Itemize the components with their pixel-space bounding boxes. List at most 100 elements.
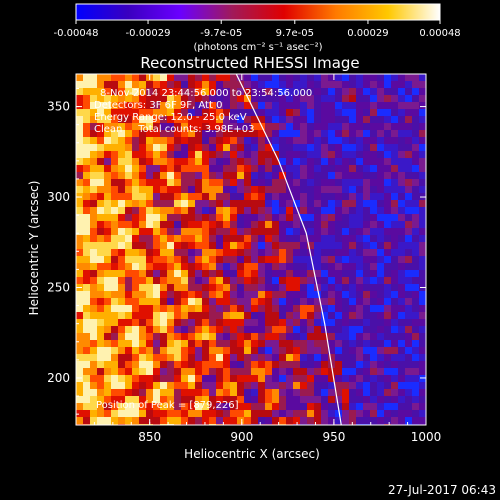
heatmap-cell bbox=[286, 347, 293, 354]
heatmap-cell bbox=[230, 214, 237, 221]
heatmap-cell bbox=[209, 256, 216, 263]
heatmap-cell bbox=[174, 333, 181, 340]
heatmap-cell bbox=[167, 165, 174, 172]
heatmap-cell bbox=[111, 347, 118, 354]
heatmap-cell bbox=[342, 396, 349, 403]
heatmap-cell bbox=[97, 109, 104, 116]
heatmap-cell bbox=[286, 312, 293, 319]
heatmap-cell bbox=[384, 228, 391, 235]
heatmap-cell bbox=[258, 109, 265, 116]
heatmap-cell bbox=[349, 172, 356, 179]
heatmap-cell bbox=[328, 298, 335, 305]
heatmap-cell bbox=[419, 186, 426, 193]
heatmap-cell bbox=[195, 347, 202, 354]
heatmap-cell bbox=[153, 235, 160, 242]
heatmap-cell bbox=[188, 116, 195, 123]
heatmap-cell bbox=[398, 137, 405, 144]
heatmap-cell bbox=[188, 186, 195, 193]
heatmap-cell bbox=[419, 270, 426, 277]
heatmap-cell bbox=[174, 277, 181, 284]
heatmap-cell bbox=[118, 270, 125, 277]
heatmap-cell bbox=[118, 228, 125, 235]
heatmap-cell bbox=[146, 235, 153, 242]
heatmap-cell bbox=[377, 158, 384, 165]
heatmap-cell bbox=[391, 242, 398, 249]
heatmap-cell bbox=[223, 235, 230, 242]
heatmap-cell bbox=[237, 242, 244, 249]
heatmap-cell bbox=[363, 263, 370, 270]
heatmap-cell bbox=[104, 144, 111, 151]
heatmap-cell bbox=[223, 375, 230, 382]
heatmap-cell bbox=[111, 116, 118, 123]
heatmap-cell bbox=[377, 249, 384, 256]
heatmap-cell bbox=[293, 319, 300, 326]
heatmap-cell bbox=[202, 165, 209, 172]
heatmap-cell bbox=[160, 333, 167, 340]
heatmap-cell bbox=[118, 200, 125, 207]
heatmap-cell bbox=[139, 186, 146, 193]
heatmap-cell bbox=[265, 417, 272, 424]
heatmap-cell bbox=[153, 312, 160, 319]
heatmap-cell bbox=[104, 74, 111, 81]
heatmap-cell bbox=[349, 270, 356, 277]
heatmap-cell bbox=[405, 298, 412, 305]
heatmap-cell bbox=[83, 417, 90, 424]
heatmap-cell bbox=[174, 340, 181, 347]
heatmap-cell bbox=[146, 228, 153, 235]
heatmap-cell bbox=[398, 270, 405, 277]
heatmap-cell bbox=[363, 284, 370, 291]
heatmap-cell bbox=[97, 179, 104, 186]
heatmap-cell bbox=[160, 74, 167, 81]
heatmap-cell bbox=[76, 81, 83, 88]
heatmap-cell bbox=[286, 340, 293, 347]
heatmap-cell bbox=[377, 277, 384, 284]
heatmap-cell bbox=[391, 333, 398, 340]
heatmap-cell bbox=[181, 193, 188, 200]
heatmap-cell bbox=[139, 291, 146, 298]
heatmap-cell bbox=[216, 81, 223, 88]
heatmap-cell bbox=[209, 312, 216, 319]
heatmap-cell bbox=[321, 403, 328, 410]
heatmap-cell bbox=[405, 375, 412, 382]
heatmap-cell bbox=[286, 284, 293, 291]
heatmap-cell bbox=[293, 270, 300, 277]
heatmap-cell bbox=[181, 123, 188, 130]
heatmap-cell bbox=[104, 333, 111, 340]
heatmap-cell bbox=[328, 284, 335, 291]
heatmap-cell bbox=[321, 102, 328, 109]
heatmap-cell bbox=[377, 354, 384, 361]
heatmap-cell bbox=[195, 291, 202, 298]
heatmap-cell bbox=[209, 193, 216, 200]
heatmap-cell bbox=[279, 375, 286, 382]
heatmap-cell bbox=[377, 333, 384, 340]
heatmap-cell bbox=[293, 137, 300, 144]
heatmap-cell bbox=[335, 242, 342, 249]
heatmap-cell bbox=[111, 74, 118, 81]
heatmap-cell bbox=[265, 179, 272, 186]
heatmap-cell bbox=[181, 74, 188, 81]
heatmap-cell bbox=[342, 137, 349, 144]
heatmap-cell bbox=[118, 305, 125, 312]
heatmap-cell bbox=[188, 249, 195, 256]
heatmap-cell bbox=[132, 172, 139, 179]
heatmap-cell bbox=[167, 382, 174, 389]
heatmap-cell bbox=[370, 417, 377, 424]
heatmap-cell bbox=[251, 88, 258, 95]
heatmap-cell bbox=[405, 81, 412, 88]
heatmap-cell bbox=[377, 305, 384, 312]
heatmap-cell bbox=[125, 242, 132, 249]
heatmap-cell bbox=[398, 291, 405, 298]
heatmap-cell bbox=[279, 179, 286, 186]
heatmap-cell bbox=[244, 172, 251, 179]
heatmap-cell bbox=[272, 123, 279, 130]
heatmap-cell bbox=[342, 95, 349, 102]
heatmap-cell bbox=[370, 270, 377, 277]
heatmap-cell bbox=[391, 403, 398, 410]
heatmap-cell bbox=[279, 144, 286, 151]
heatmap-cell bbox=[195, 417, 202, 424]
heatmap-cell bbox=[160, 263, 167, 270]
heatmap-cell bbox=[349, 151, 356, 158]
colorbar bbox=[75, 3, 441, 21]
heatmap-cell bbox=[356, 158, 363, 165]
heatmap-cell bbox=[230, 333, 237, 340]
